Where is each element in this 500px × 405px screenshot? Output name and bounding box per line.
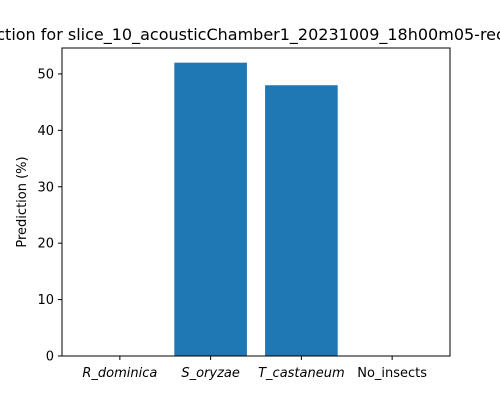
y-tick-label: 40 — [37, 124, 54, 139]
x-tick-label: T_castaneum — [258, 366, 345, 381]
x-tick-label: S_oryzae — [181, 366, 240, 381]
bar-t-castaneum — [265, 85, 338, 356]
bar-s-oryzae — [174, 62, 247, 357]
y-tick-label: 0 — [46, 350, 54, 365]
chart-title: Prediction for slice_10_acousticChamber1… — [0, 25, 500, 45]
y-tick-label: 10 — [37, 293, 54, 308]
y-axis: 0 10 20 30 40 50 — [37, 67, 62, 365]
x-axis: R_dominica S_oryzae T_castaneum No_insects — [82, 356, 427, 381]
y-tick-label: 30 — [37, 180, 54, 195]
y-tick-label: 50 — [37, 67, 54, 82]
x-tick-label: No_insects — [357, 366, 427, 381]
y-axis-label: Prediction (%) — [15, 156, 30, 247]
plot-frame — [61, 47, 451, 357]
x-tick-label: R_dominica — [82, 366, 157, 381]
y-tick-label: 20 — [37, 237, 54, 252]
bars-group — [174, 62, 338, 357]
